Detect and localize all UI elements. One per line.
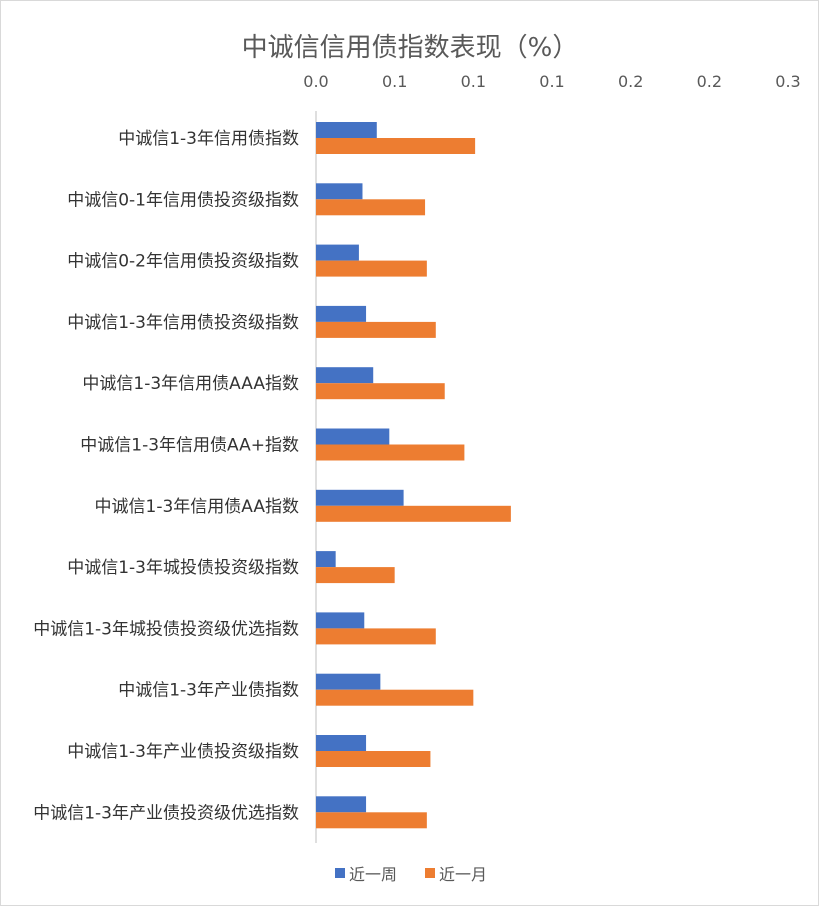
category-label: 中诚信1-3年信用债AA+指数 [80, 436, 299, 456]
legend-swatch [335, 868, 345, 878]
legend-label: 近一周 [349, 865, 397, 884]
legend: 近一周 近一月 [335, 865, 487, 884]
category-label: 中诚信1-3年城投债投资级优选指数 [33, 619, 299, 639]
bar-week [316, 673, 381, 690]
legend-label: 近一月 [439, 865, 487, 884]
bar-week [316, 796, 367, 813]
bar-week [316, 367, 374, 384]
x-tick-label: 0.2 [618, 72, 643, 91]
bar-month [316, 812, 427, 829]
bar-week [316, 489, 404, 506]
x-tick-label: 0.1 [382, 72, 407, 91]
bars [316, 122, 511, 829]
bar-month [316, 260, 427, 277]
bar-week [316, 122, 377, 138]
bar-week [316, 735, 367, 751]
bar-month [316, 689, 474, 706]
x-tick-label: 0.2 [697, 72, 722, 91]
bar-month [316, 751, 431, 767]
x-tick-label: 0.0 [303, 72, 328, 91]
category-label: 中诚信1-3年城投债投资级指数 [67, 558, 299, 578]
category-label: 中诚信1-3年产业债投资级指数 [67, 742, 299, 762]
bar-month [316, 628, 436, 645]
bar-month [316, 444, 465, 461]
bar-week [316, 551, 336, 568]
bar-month [316, 138, 476, 154]
bar-month [316, 321, 436, 338]
category-labels: 中诚信1-3年信用债指数中诚信0-1年信用债投资级指数中诚信0-2年信用债投资级… [33, 129, 299, 823]
bar-week [316, 183, 363, 200]
category-label: 中诚信1-3年信用债指数 [118, 129, 299, 149]
bar-week [316, 244, 359, 261]
category-label: 中诚信1-3年信用债AA指数 [95, 497, 300, 517]
x-tick-label: 0.1 [539, 72, 564, 91]
chart-title: 中诚信信用债指数表现（%） [242, 33, 579, 63]
x-tick-label: 0.1 [461, 72, 486, 91]
bar-month [316, 199, 426, 216]
bar-month [316, 505, 511, 522]
x-tick-label: 0.3 [775, 72, 800, 91]
legend-swatch [425, 868, 435, 878]
bar-week [316, 305, 367, 322]
x-axis-ticks: 0.0 0.1 0.1 0.1 0.2 0.2 0.3 [303, 72, 800, 91]
category-label: 中诚信1-3年产业债指数 [118, 681, 299, 701]
bar-month [316, 567, 395, 584]
bar-week [316, 612, 365, 629]
category-label: 中诚信1-3年信用债AAA指数 [82, 374, 299, 394]
category-label: 中诚信1-3年信用债投资级指数 [67, 313, 299, 333]
bar-week [316, 428, 390, 445]
bar-month [316, 383, 445, 400]
category-label: 中诚信0-2年信用债投资级指数 [67, 252, 299, 272]
category-label: 中诚信0-1年信用债投资级指数 [67, 190, 299, 210]
category-label: 中诚信1-3年产业债投资级优选指数 [33, 803, 299, 823]
